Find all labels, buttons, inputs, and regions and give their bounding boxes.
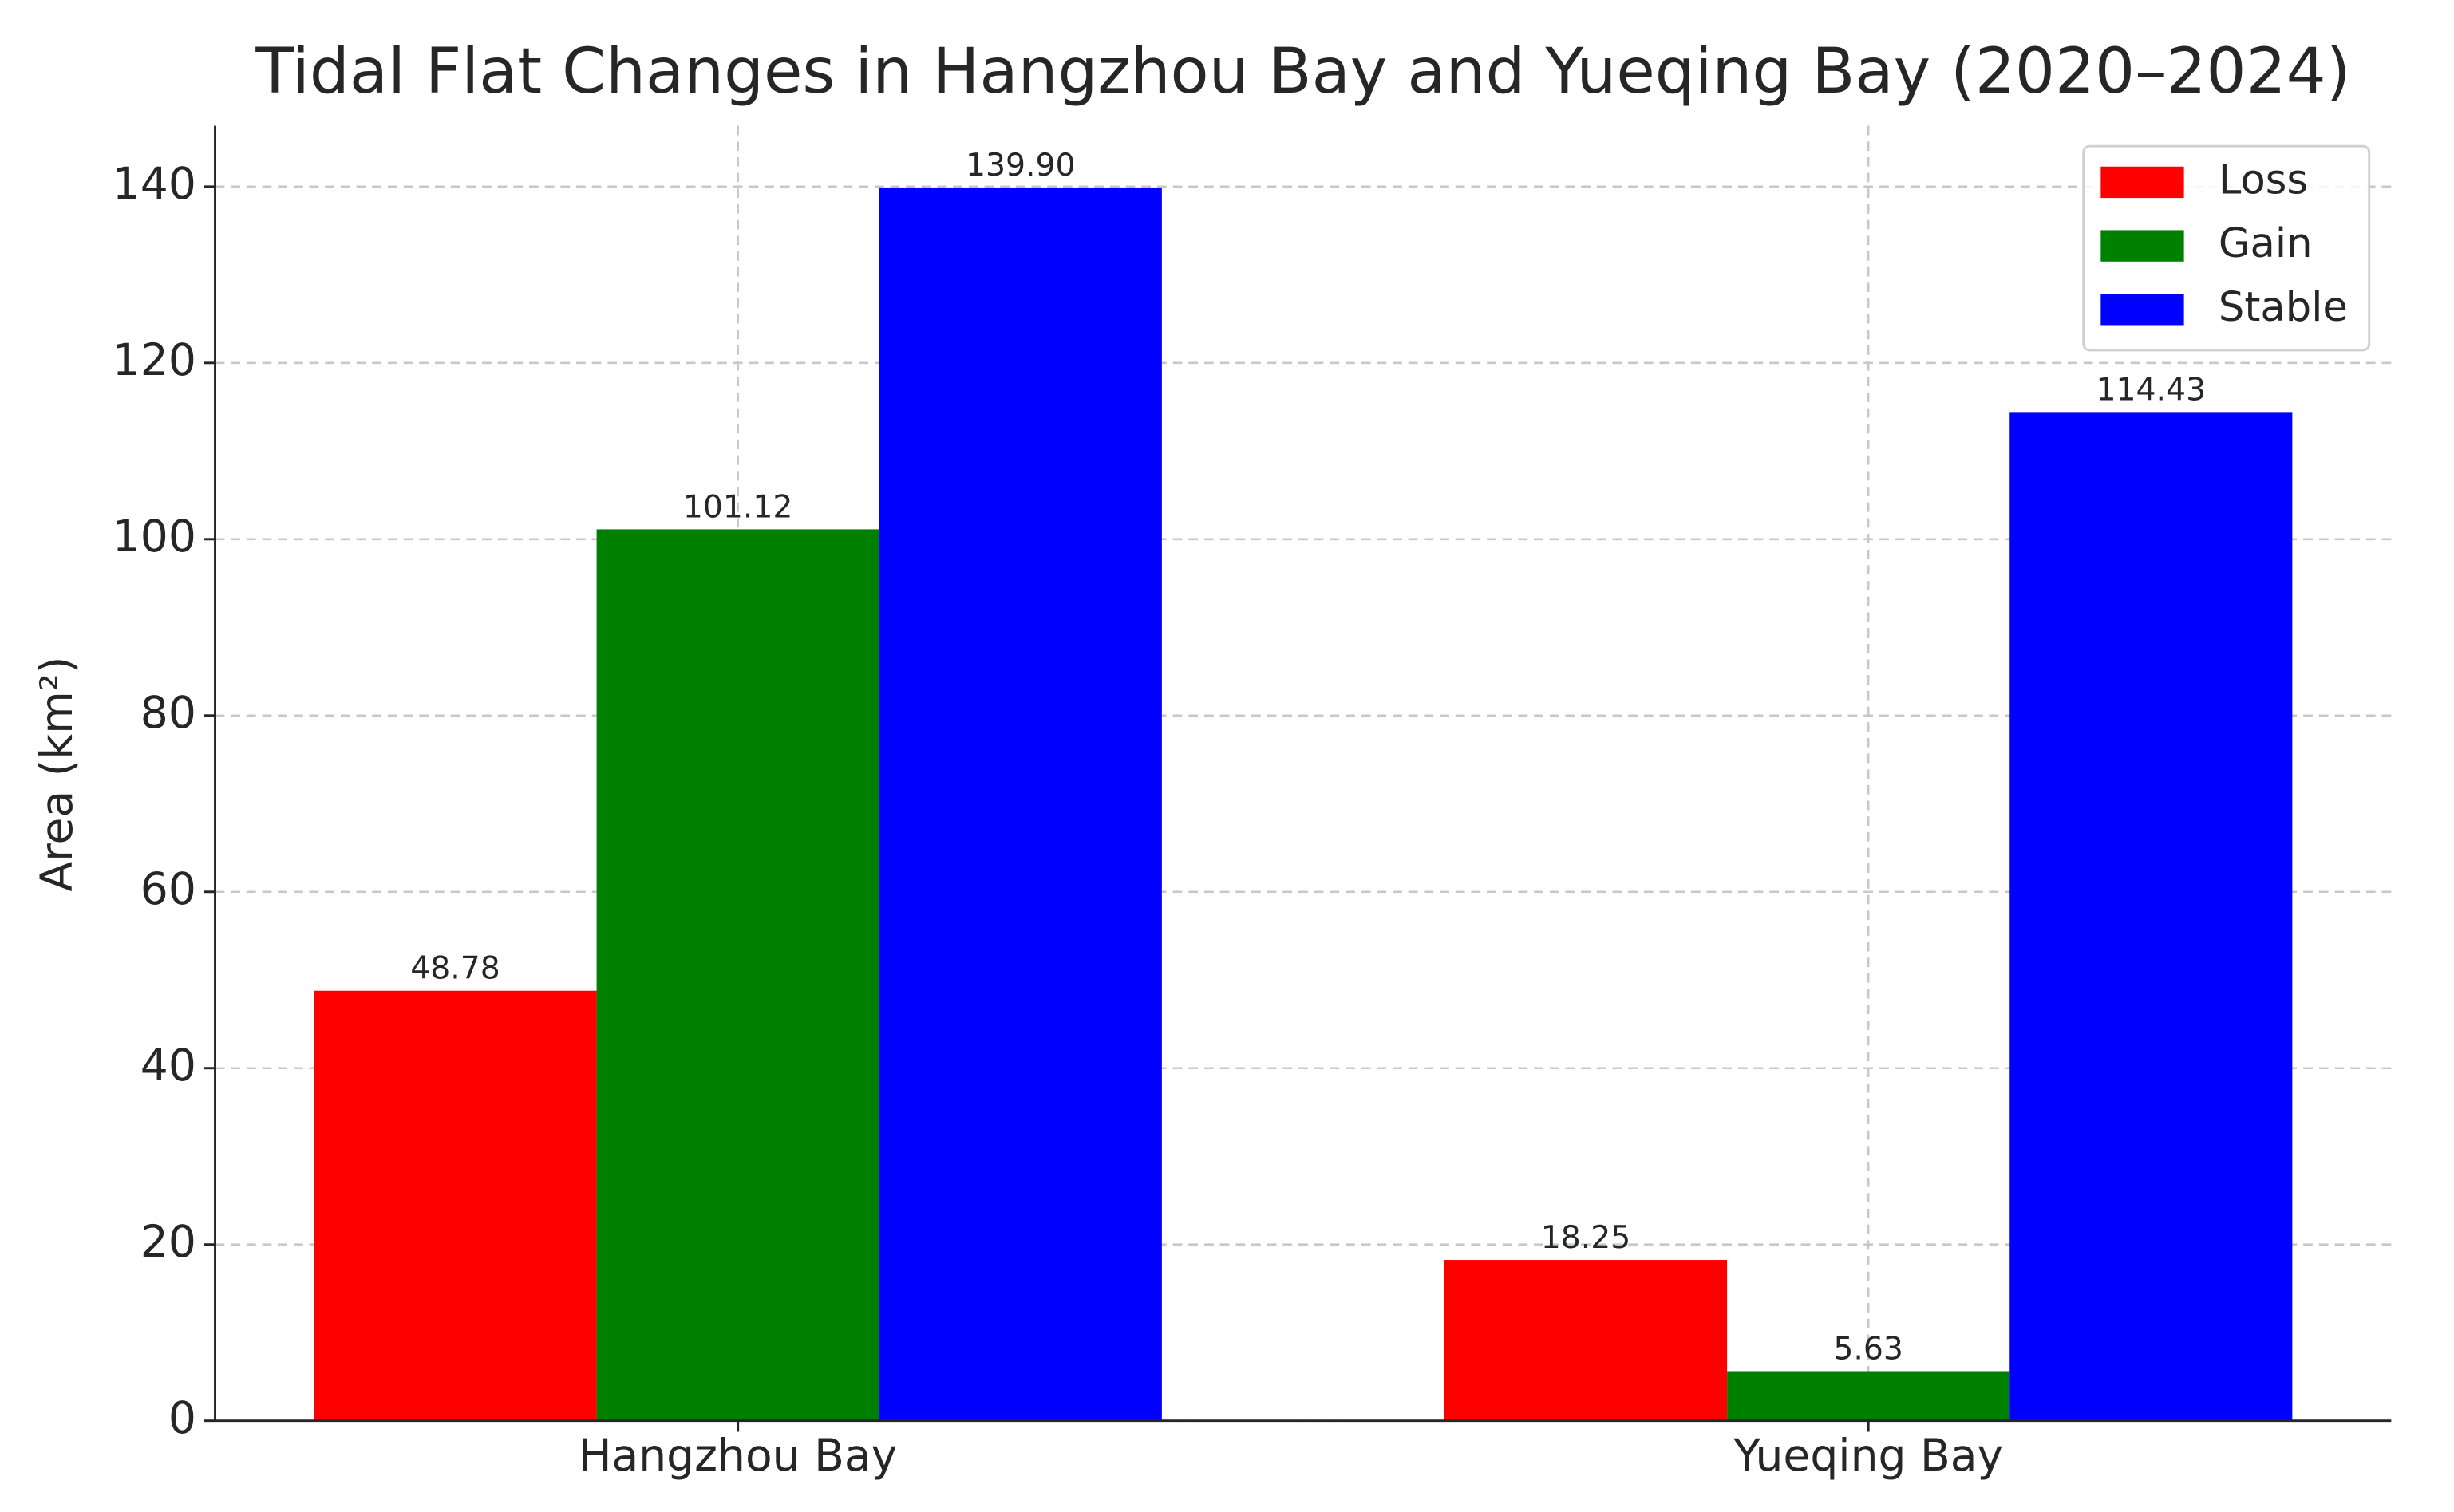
legend-label: Loss — [2219, 156, 2308, 203]
y-tick-label: 100 — [113, 511, 196, 562]
data-label: 5.63 — [1833, 1330, 1903, 1367]
data-label: 101.12 — [683, 488, 793, 525]
legend-label: Gain — [2219, 220, 2313, 267]
bar — [879, 187, 1162, 1421]
y-tick-label: 140 — [113, 158, 196, 209]
data-label: 114.43 — [2096, 371, 2206, 408]
chart-title: Tidal Flat Changes in Hangzhou Bay and Y… — [255, 34, 2350, 108]
y-tick-label: 60 — [140, 863, 196, 914]
y-tick-label: 20 — [140, 1216, 196, 1267]
bar — [596, 529, 879, 1421]
y-tick-label: 120 — [113, 334, 196, 385]
bar — [1444, 1260, 1728, 1421]
x-tick-label: Yueqing Bay — [1733, 1430, 2003, 1481]
data-label: 18.25 — [1541, 1219, 1631, 1256]
y-tick-label: 80 — [140, 687, 196, 738]
data-label: 139.90 — [966, 147, 1076, 184]
legend-label: Stable — [2219, 284, 2348, 331]
legend-swatch — [2100, 294, 2184, 326]
y-tick-label: 40 — [140, 1040, 196, 1091]
bar — [314, 990, 597, 1421]
legend-swatch — [2100, 230, 2184, 262]
data-label: 48.78 — [410, 950, 500, 987]
bar — [2009, 412, 2293, 1421]
legend-swatch — [2100, 166, 2184, 199]
bar — [1727, 1371, 2010, 1421]
y-axis-label: Area (km²) — [31, 657, 82, 892]
x-tick-label: Hangzhou Bay — [579, 1430, 897, 1481]
y-tick-label: 0 — [168, 1392, 196, 1443]
